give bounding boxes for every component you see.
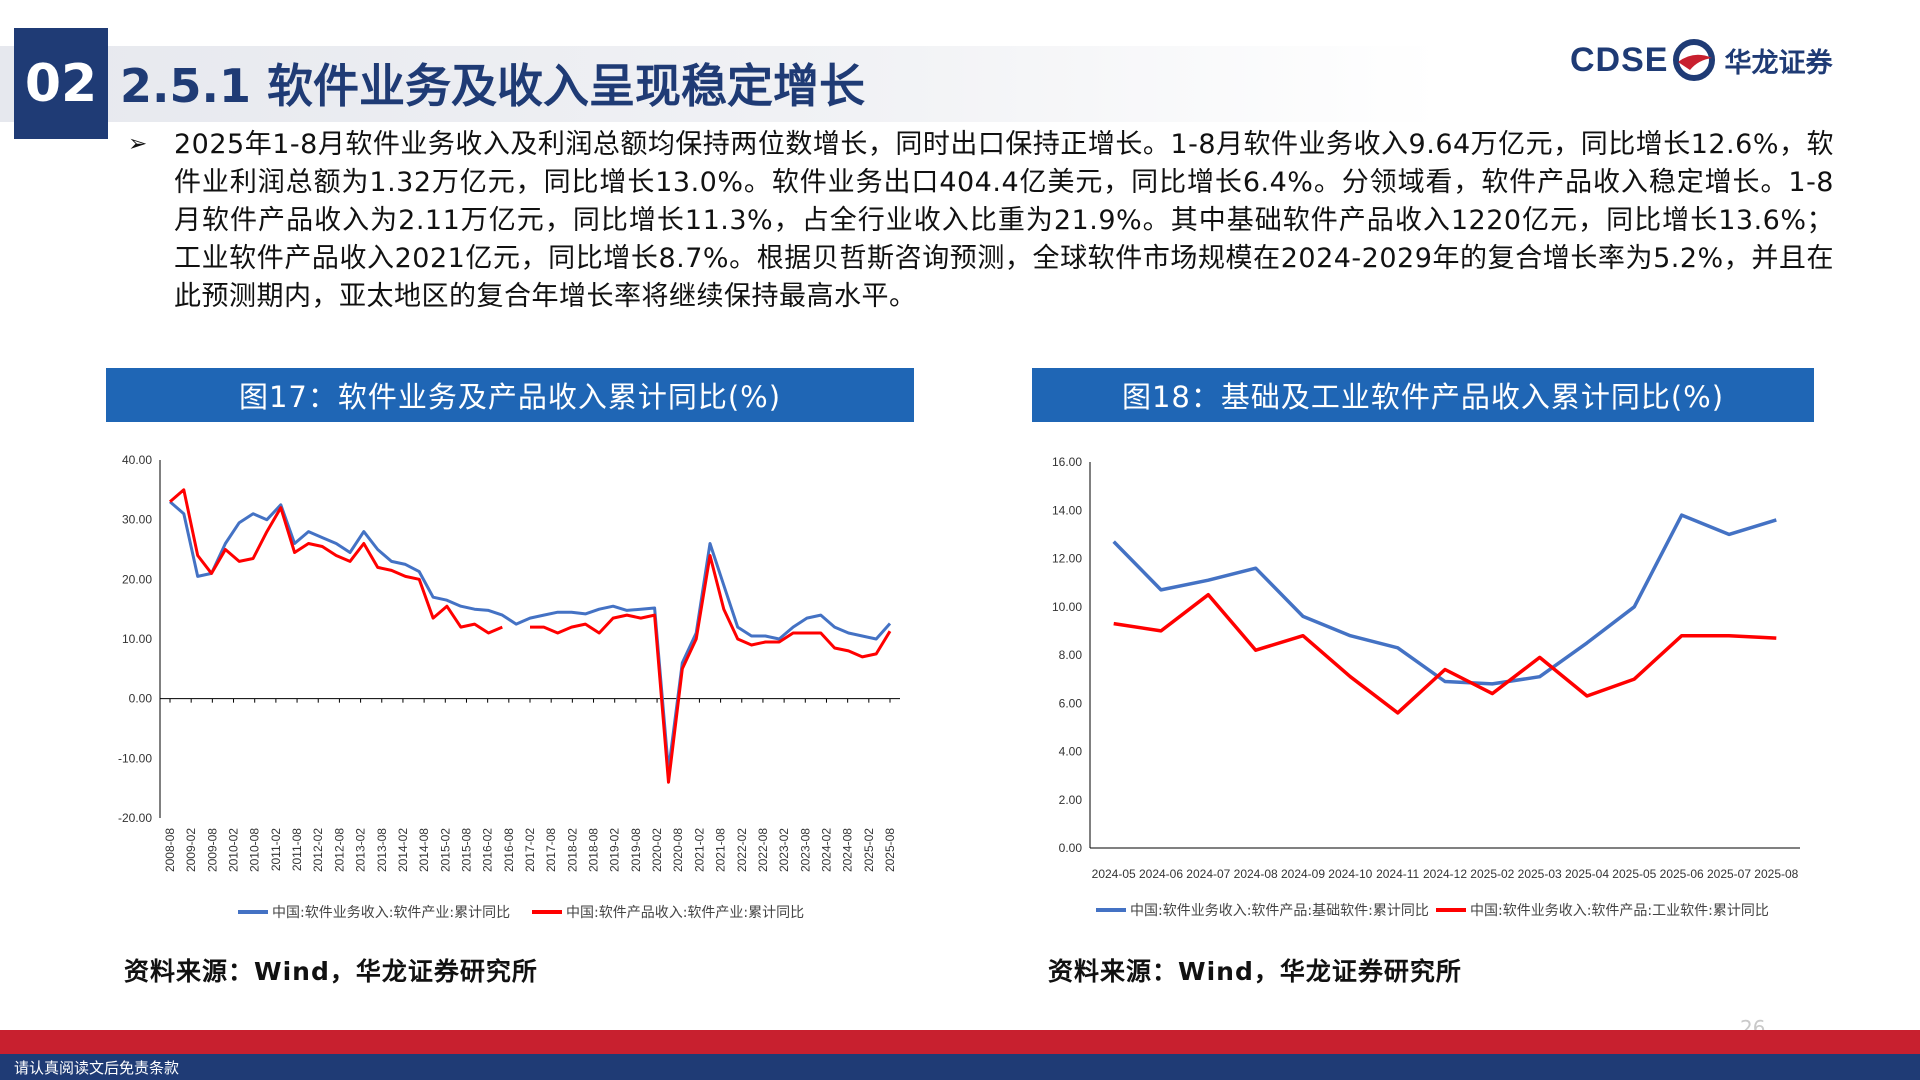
- y-tick-label: 4.00: [1059, 745, 1083, 759]
- x-tick-label: 2024-09: [1281, 867, 1325, 881]
- x-tick-label: 2023-08: [798, 828, 812, 872]
- y-tick-label: 8.00: [1059, 648, 1083, 662]
- y-tick-label: -20.00: [118, 811, 152, 825]
- left-chart-title: 图17：软件业务及产品收入累计同比(%): [106, 368, 914, 422]
- x-tick-label: 2009-08: [205, 828, 219, 872]
- x-tick-label: 2014-02: [396, 828, 410, 872]
- y-tick-label: 6.00: [1059, 696, 1083, 710]
- bullet-arrow-icon: ➢: [128, 131, 148, 157]
- x-tick-label: 2014-08: [417, 828, 431, 872]
- dragon-logo-icon: [1673, 39, 1716, 81]
- x-tick-label: 2015-08: [459, 828, 473, 872]
- footer-red-band: [0, 1030, 1920, 1054]
- legend-label-1: 中国:软件业务收入:软件产品:基础软件:累计同比: [1130, 902, 1429, 919]
- x-tick-label: 2024-08: [841, 828, 855, 872]
- body-paragraph: 2025年1-8月软件业务收入及利润总额均保持两位数增长，同时出口保持正增长。1…: [174, 129, 1834, 312]
- right-line-chart: 16.00 14.00 12.00 10.00 8.00 6.00 4.00 2.00 0.00…: [1052, 455, 1800, 919]
- series-line-1: [1112, 513, 1777, 686]
- x-tick-label: 2025-05: [1612, 867, 1656, 881]
- y-tick-label: 30.00: [122, 513, 152, 527]
- legend-label-2: 中国:软件业务收入:软件产品:工业软件:累计同比: [1470, 903, 1769, 919]
- y-tick-label: 12.00: [1052, 552, 1082, 566]
- x-tick-label: 2021-08: [714, 828, 728, 872]
- x-tick-label: 2017-02: [523, 828, 537, 872]
- x-tick-label: 2024-11: [1376, 867, 1419, 881]
- x-tick-label: 2025-06: [1660, 867, 1704, 881]
- logo-cn-text: 华龙证券: [1724, 47, 1833, 79]
- x-tick-label: 2010-08: [248, 828, 262, 872]
- y-tick-label: 10.00: [122, 632, 152, 646]
- x-tick-label: 2011-08: [290, 828, 304, 871]
- y-tick-label: 16.00: [1052, 455, 1082, 469]
- footer-disclaimer: 请认真阅读文后免责条款: [0, 1054, 1920, 1080]
- x-tick-label: 2009-02: [184, 828, 198, 872]
- x-tick-label: 2016-08: [502, 828, 516, 872]
- left-line-chart: 40.00 30.00 20.00 10.00 0.00 -10.00 -20.00 2008…: [118, 453, 900, 921]
- right-chart-source: 资料来源：Wind，华龙证券研究所: [1048, 957, 1462, 986]
- x-tick-label: 2013-08: [375, 828, 389, 872]
- x-tick-label: 2016-02: [481, 828, 495, 872]
- y-tick-label: 0.00: [129, 692, 153, 706]
- series-line-2: [169, 488, 892, 784]
- x-tick-label: 2011-02: [269, 828, 283, 871]
- x-tick-label: 2015-02: [438, 828, 452, 872]
- x-tick-label: 2024-02: [819, 828, 833, 872]
- x-tick-label: 2025-07: [1707, 867, 1751, 881]
- x-tick-label: 2024-07: [1186, 867, 1230, 881]
- x-tick-label: 2024-05: [1092, 867, 1136, 881]
- x-tick-label: 2020-08: [671, 828, 685, 872]
- y-tick-label: 40.00: [122, 453, 152, 467]
- left-chart-source: 资料来源：Wind，华龙证券研究所: [124, 957, 538, 986]
- header-band: [0, 46, 1920, 122]
- x-tick-label: 2022-02: [735, 828, 749, 872]
- x-tick-label: 2018-08: [587, 828, 601, 872]
- x-tick-label: 2019-08: [629, 828, 643, 872]
- x-tick-label: 2017-08: [544, 828, 558, 872]
- x-tick-label: 2022-08: [756, 828, 770, 872]
- x-tick-label: 2018-02: [565, 828, 579, 872]
- x-tick-label: 2025-02: [862, 828, 876, 872]
- x-tick-label: 2020-02: [650, 828, 664, 872]
- y-tick-label: 10.00: [1052, 600, 1082, 614]
- company-logo: CDSE 华龙证券: [1570, 34, 1832, 86]
- x-tick-label: 2012-08: [332, 828, 346, 872]
- section-number: 02: [14, 28, 108, 139]
- logo-text: CDSE: [1570, 40, 1669, 79]
- y-tick-label: 14.00: [1052, 503, 1082, 517]
- x-tick-label: 2023-02: [777, 828, 791, 872]
- y-tick-label: 20.00: [122, 572, 152, 586]
- x-tick-label: 2024-10: [1328, 867, 1372, 881]
- y-tick-label: 0.00: [1059, 841, 1083, 855]
- x-tick-label: 2008-08: [163, 828, 177, 872]
- x-tick-label: 2024-06: [1139, 867, 1183, 881]
- x-tick-label: 2025-08: [1754, 867, 1798, 881]
- legend-label-2: 中国:软件产品收入:软件产业:累计同比: [566, 905, 804, 921]
- x-tick-label: 2025-02: [1470, 867, 1514, 881]
- x-tick-label: 2025-08: [883, 828, 897, 872]
- y-tick-label: 2.00: [1059, 793, 1083, 807]
- page-title: 2.5.1 软件业务及收入呈现稳定增长: [120, 59, 865, 113]
- y-tick-label: -10.00: [118, 751, 152, 765]
- series-line-2: [1113, 592, 1777, 715]
- right-chart-title: 图18：基础及工业软件产品收入累计同比(%): [1032, 368, 1814, 422]
- x-tick-label: 2021-02: [692, 828, 706, 872]
- x-tick-label: 2012-02: [311, 828, 325, 872]
- x-tick-label: 2025-04: [1565, 867, 1609, 881]
- x-tick-label: 2024-12: [1423, 867, 1467, 881]
- x-tick-label: 2025-03: [1518, 867, 1562, 881]
- x-tick-label: 2013-02: [354, 828, 368, 872]
- x-tick-label: 2019-02: [608, 828, 622, 872]
- series-line-1: [169, 500, 892, 772]
- x-tick-label: 2024-08: [1234, 867, 1278, 881]
- legend-label-1: 中国:软件业务收入:软件产业:累计同比: [272, 905, 510, 921]
- x-tick-label: 2010-02: [227, 828, 241, 872]
